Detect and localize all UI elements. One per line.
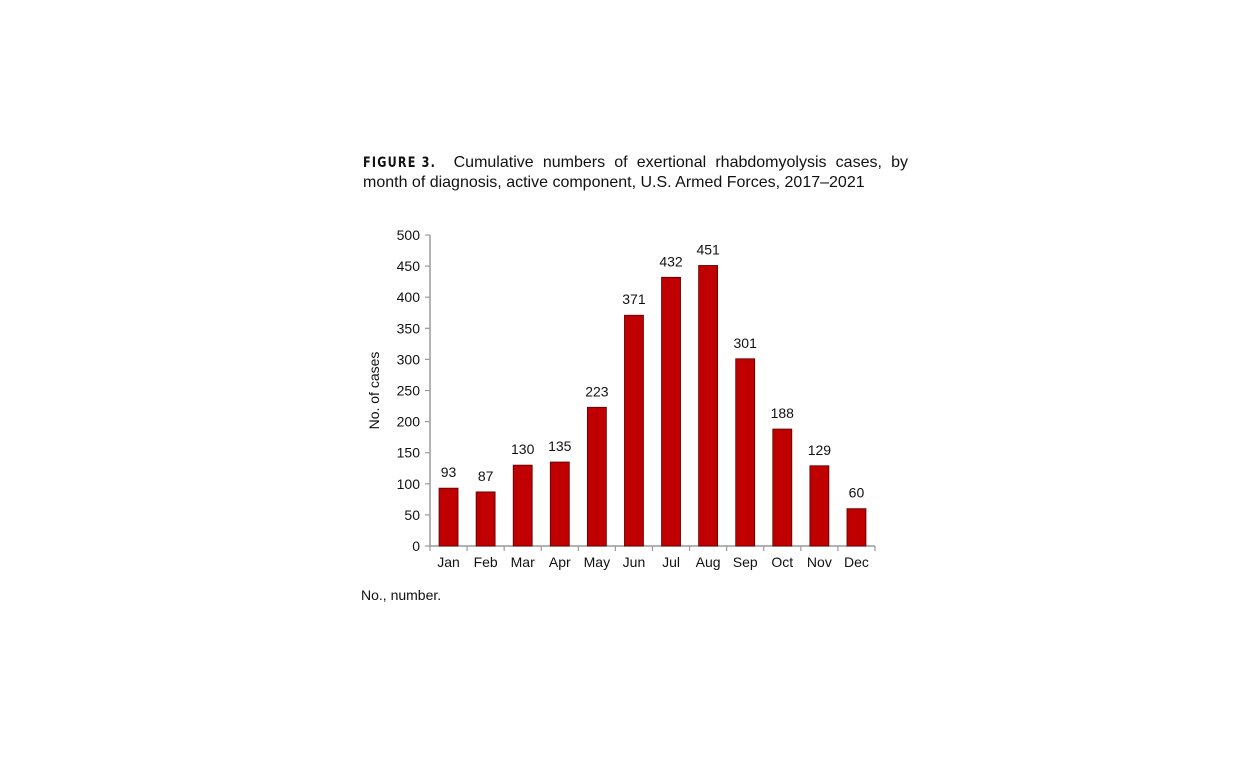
footnote: No., number. [361,587,442,603]
data-label: 129 [808,442,832,458]
x-tick-label: Oct [771,554,793,570]
x-tick-label: Aug [696,554,721,570]
y-tick-label: 300 [397,351,421,367]
y-tick-label: 500 [397,227,421,243]
y-tick-label: 400 [397,289,421,305]
x-tick-label: Apr [549,554,571,570]
data-label: 130 [511,441,535,457]
x-tick-label: Feb [474,554,498,570]
y-tick-label: 350 [397,320,421,336]
x-tick-label: May [584,554,610,570]
figure-caption: Cumulative numbers of exertional rhabdom… [363,154,908,191]
x-tick-label: Nov [807,554,832,570]
y-tick-label: 150 [397,445,421,461]
y-tick-label: 450 [397,258,421,274]
data-label: 451 [696,241,720,257]
bar-may [586,406,607,547]
bar-feb [475,491,496,547]
y-tick-label: 250 [397,383,421,399]
x-tick-label: Mar [511,554,535,570]
x-tick-label: Jan [437,554,460,570]
bar-aug [698,265,719,547]
data-label: 371 [622,291,646,307]
data-label: 223 [585,383,609,399]
data-label: 432 [659,253,683,269]
x-tick-label: Jun [623,554,646,570]
bar-apr [549,461,570,547]
y-tick-label: 200 [397,414,421,430]
data-label: 135 [548,438,572,454]
y-axis-label: No. of cases [366,352,382,430]
x-tick-label: Sep [733,554,758,570]
bar-oct [772,428,793,547]
bar-nov [809,465,830,547]
figure-title: FIGURE 3. Cumulative numbers of exertion… [363,153,908,193]
data-label: 188 [771,405,795,421]
bar-jun [624,314,644,547]
data-label: 301 [734,335,758,351]
bar-jan [438,487,459,547]
bar-dec [846,508,867,547]
data-label: 93 [441,464,457,480]
bar-jul [661,276,681,547]
x-tick-label: Jul [662,554,680,570]
bar-mar [512,464,533,547]
y-tick-label: 50 [404,507,420,523]
y-tick-label: 100 [397,476,421,492]
bar-sep [735,358,756,547]
data-label: 87 [478,468,494,484]
y-tick-label: 0 [412,538,420,554]
figure-label: FIGURE 3. [363,155,437,171]
data-label: 60 [849,485,865,501]
x-tick-label: Dec [844,554,869,570]
